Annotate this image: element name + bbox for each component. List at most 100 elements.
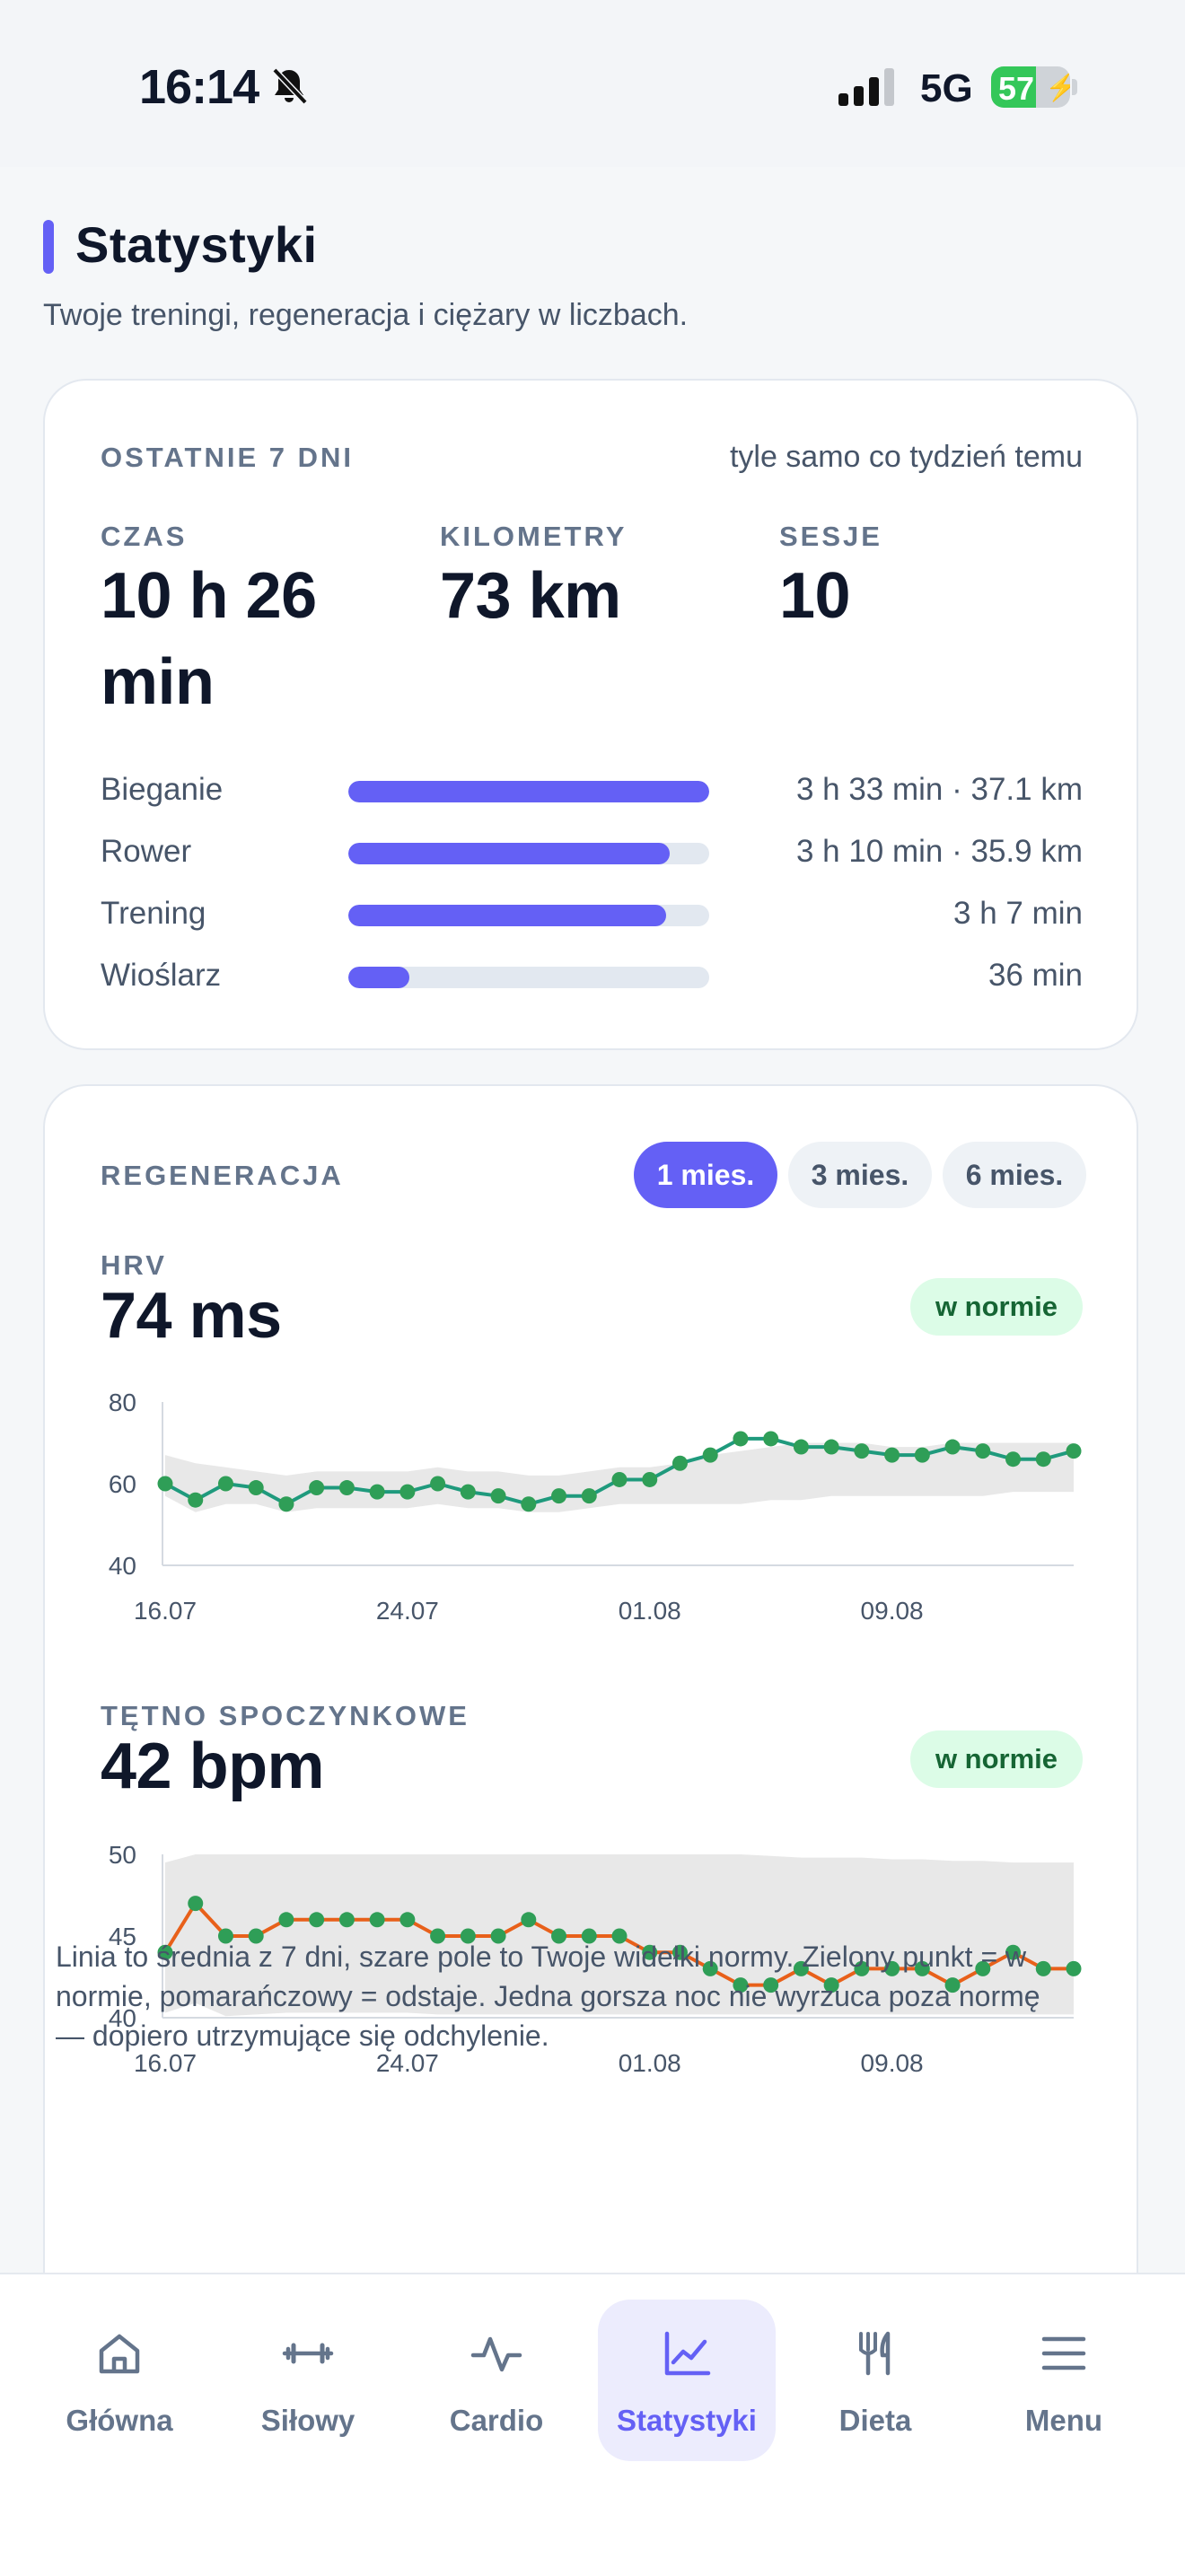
data-point (823, 1977, 839, 1993)
data-point (1066, 1960, 1082, 1976)
data-point (854, 1960, 870, 1976)
data-point (763, 1431, 779, 1447)
y-tick-label: 40 (109, 1552, 136, 1580)
data-point (188, 1896, 204, 1912)
resting-hr-chart: 40 45 50 16.07 24.07 01.08 09.08 (109, 1841, 1082, 2077)
data-point (278, 1496, 294, 1512)
sport-bar-bike (348, 843, 709, 864)
battery-level (991, 66, 1037, 108)
data-point (309, 1480, 325, 1496)
data-point (460, 1484, 476, 1500)
y-tick-label: 80 (109, 1389, 136, 1416)
rhr-label: TĘTNO SPOCZYNKOWE (101, 1700, 470, 1731)
pulse-icon (470, 2336, 522, 2372)
battery-percent: 57 (998, 70, 1035, 107)
cellular-signal-icon (838, 68, 894, 106)
stat-time-value: 10 h 26 min (101, 560, 317, 718)
data-point (157, 1476, 173, 1492)
nav-home[interactable]: Główna (31, 2300, 208, 2461)
range-3m-button[interactable]: 3 mies. (788, 1142, 932, 1208)
battery-icon: 57 ⚡ (991, 66, 1070, 108)
bottom-navigation: Główna Siłowy Cardio Statystyki (0, 2273, 1185, 2576)
x-tick-label: 09.08 (861, 2049, 924, 2077)
range-6m-button[interactable]: 6 mies. (943, 1142, 1086, 1208)
regeneration-card: REGENERACJA 1 mies. 3 mies. 6 mies. HRV … (43, 1084, 1138, 2341)
data-point (702, 1447, 718, 1463)
battery-cap (1072, 79, 1077, 95)
stat-sessions-label: SESJE (779, 521, 882, 552)
data-point (975, 1960, 991, 1976)
data-point (399, 1484, 416, 1500)
menu-icon (1041, 2336, 1086, 2370)
sport-bar-running (348, 781, 709, 802)
data-point (944, 1439, 961, 1455)
sport-name-rowing: Wioślarz (101, 958, 222, 993)
network-type: 5G (920, 66, 973, 110)
x-tick-label: 16.07 (134, 1597, 197, 1625)
data-point (248, 1928, 264, 1944)
data-point (672, 1455, 688, 1471)
sport-name-bike: Rower (101, 834, 192, 869)
sport-value-running: 3 h 33 min · 37.1 km (795, 772, 1083, 807)
hrv-status-badge: w normie (910, 1278, 1083, 1336)
x-tick-label: 09.08 (861, 1597, 924, 1625)
data-point (733, 1977, 749, 1993)
data-point (793, 1439, 809, 1455)
data-point (642, 1944, 658, 1960)
data-point (430, 1476, 446, 1492)
data-point (309, 1912, 325, 1928)
chart-icon (664, 2331, 711, 2376)
stat-km-label: KILOMETRY (440, 521, 628, 552)
status-bar: 16:14 5G 57 ⚡ (0, 0, 1185, 167)
data-point (1005, 1451, 1022, 1468)
sport-bar-training (348, 905, 709, 926)
dumbbell-icon (282, 2343, 334, 2364)
x-tick-label: 16.07 (134, 2049, 197, 2077)
data-point (338, 1480, 355, 1496)
chart-legend-note: Linia to średnia z 7 dni, szare pole to … (56, 1941, 1040, 2052)
data-point (914, 1447, 930, 1463)
data-point (369, 1912, 385, 1928)
data-point (338, 1912, 355, 1928)
data-point (278, 1912, 294, 1928)
data-point (975, 1443, 991, 1459)
data-point (217, 1928, 233, 1944)
data-point (1035, 1451, 1051, 1468)
data-point (521, 1496, 537, 1512)
data-point (369, 1484, 385, 1500)
regeneration-label: REGENERACJA (101, 1160, 344, 1191)
nav-cardio[interactable]: Cardio (408, 2300, 585, 2461)
x-tick-label: 24.07 (376, 2049, 439, 2077)
range-1m-button[interactable]: 1 mies. (634, 1142, 777, 1208)
bell-muted-icon (272, 67, 308, 105)
sport-bar-fill (348, 905, 666, 926)
nav-diet[interactable]: Dieta (786, 2300, 964, 2461)
data-point (672, 1944, 688, 1960)
stat-time-label: CZAS (101, 521, 188, 552)
nav-statistics[interactable]: Statystyki (598, 2300, 776, 2461)
data-point (399, 1912, 416, 1928)
data-point (188, 1492, 204, 1508)
stat-km-value: 73 km (440, 560, 621, 632)
data-point (763, 1977, 779, 1993)
data-point (430, 1928, 446, 1944)
sport-value-training: 3 h 7 min (953, 896, 1083, 931)
y-tick-label: 40 (109, 2004, 136, 2032)
data-point (823, 1439, 839, 1455)
sport-name-training: Trening (101, 896, 206, 931)
data-point (521, 1912, 537, 1928)
sport-value-rowing: 36 min (988, 958, 1083, 993)
nav-menu[interactable]: Menu (975, 2300, 1153, 2461)
x-tick-label: 01.08 (619, 1597, 681, 1625)
data-point (793, 1960, 809, 1976)
data-point (611, 1471, 628, 1487)
y-tick-label: 45 (109, 1923, 136, 1950)
data-point (581, 1488, 597, 1504)
data-point (1035, 1960, 1051, 1976)
status-time: 16:14 (139, 60, 259, 114)
nav-strength[interactable]: Siłowy (219, 2300, 397, 2461)
data-point (157, 1944, 173, 1960)
data-point (642, 1471, 658, 1487)
data-point (914, 1960, 930, 1976)
nav-cardio-label: Cardio (449, 2404, 544, 2437)
